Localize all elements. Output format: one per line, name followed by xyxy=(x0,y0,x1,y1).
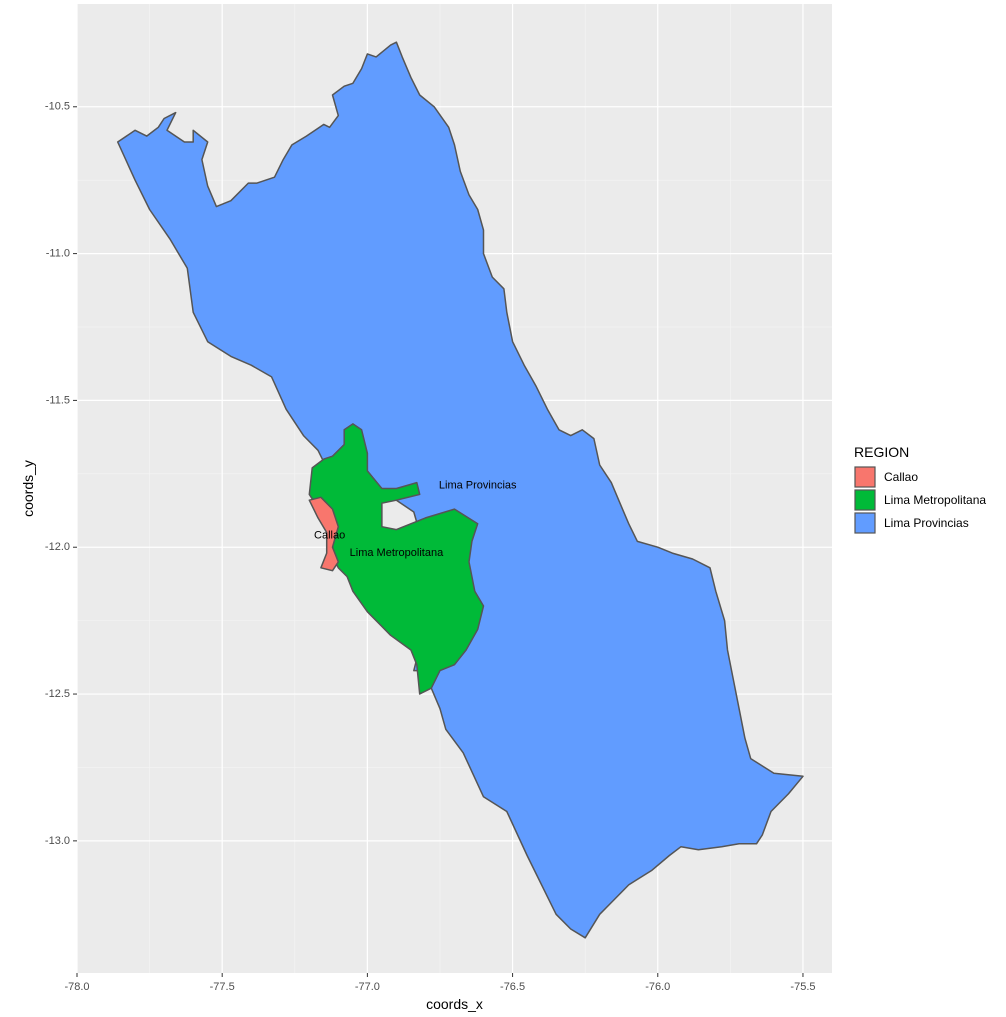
region-lima-metropolitana xyxy=(308,423,485,695)
x-tick-label: -77.5 xyxy=(210,981,235,993)
y-axis-ticks: -10.5 -11.0 -11.5 -12.0 -12.5 -13.0 xyxy=(45,101,77,847)
x-tick-label: -76.0 xyxy=(645,981,670,993)
legend: REGION Callao Lima Metropolitana Lima Prov… xyxy=(854,444,986,534)
x-tick-label: -77.0 xyxy=(355,981,380,993)
x-tick-label: -76.5 xyxy=(500,981,525,993)
legend-key xyxy=(854,489,876,511)
legend-label: Lima Metropolitana xyxy=(884,493,986,507)
legend-title: REGION xyxy=(854,444,909,460)
y-tick-label: -12.0 xyxy=(45,541,70,553)
legend-key xyxy=(854,466,876,488)
legend-label: Lima Provincias xyxy=(884,516,969,530)
legend-label: Callao xyxy=(884,470,918,484)
x-tick-label: -75.5 xyxy=(790,981,815,993)
region-label-lima-metropolitana: Lima Metropolitana xyxy=(350,547,444,559)
y-tick-label: -13.0 xyxy=(45,835,70,847)
y-tick-label: -11.5 xyxy=(46,394,70,406)
region-label-lima-provincias: Lima Provincias xyxy=(439,479,517,491)
y-tick-label: -11.0 xyxy=(46,247,70,259)
region-labels: Lima Provincias Lima Metropolitana Callao xyxy=(314,479,517,559)
x-tick-label: -78.0 xyxy=(64,981,89,993)
region-callao xyxy=(308,496,340,572)
y-tick-label: -12.5 xyxy=(45,688,70,700)
y-tick-label: -10.5 xyxy=(45,101,70,113)
x-axis-title: coords_x xyxy=(426,996,483,1012)
region-polygons xyxy=(116,41,804,939)
legend-key xyxy=(854,512,876,534)
region-label-callao: Callao xyxy=(314,529,345,541)
y-axis-title: coords_y xyxy=(20,460,36,517)
x-axis-ticks: -78.0 -77.5 -77.0 -76.5 -76.0 -75.5 xyxy=(64,973,816,993)
